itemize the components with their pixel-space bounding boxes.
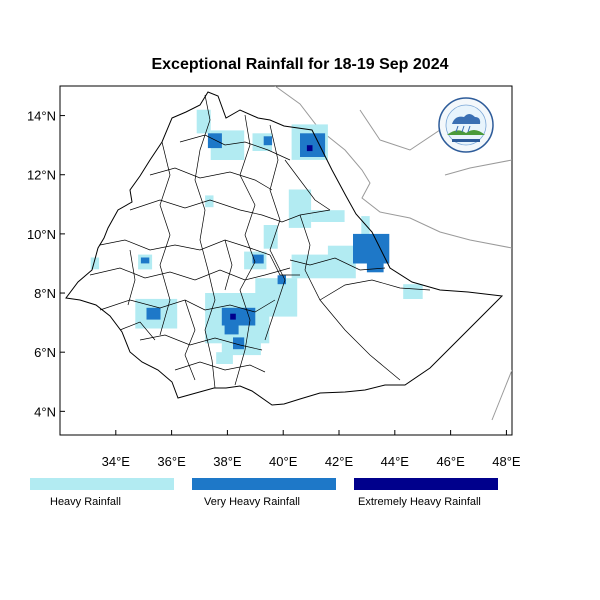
y-tick-label: 4°N bbox=[34, 404, 56, 419]
logo-cloud bbox=[452, 114, 481, 124]
legend-extreme-swatch bbox=[354, 478, 498, 490]
legend-heavy-label: Heavy Rainfall bbox=[50, 496, 121, 508]
x-tick-label: 44°E bbox=[381, 454, 410, 469]
rainfall-area-heavy bbox=[205, 195, 214, 208]
map-title: Exceptional Rainfall for 18-19 Sep 2024 bbox=[151, 56, 449, 73]
rainfall-area-very-heavy bbox=[233, 337, 245, 350]
rainfall-area-heavy bbox=[361, 216, 370, 243]
rainfall-area-very-heavy bbox=[146, 307, 161, 320]
legend-very-heavy-swatch bbox=[192, 478, 336, 490]
x-tick-label: 42°E bbox=[325, 454, 354, 469]
rainfall-area-very-heavy bbox=[277, 275, 286, 285]
gulf-of-aden-coast-line bbox=[444, 159, 512, 176]
x-tick-label: 40°E bbox=[269, 454, 298, 469]
y-tick-label: 8°N bbox=[34, 286, 56, 301]
y-tick-label: 12°N bbox=[27, 168, 56, 183]
rainfall-area-heavy bbox=[263, 225, 278, 249]
legend-extreme-label: Extremely Heavy Rainfall bbox=[358, 496, 481, 508]
rainfall-area-heavy bbox=[216, 352, 233, 364]
admin-boundaries bbox=[89, 94, 431, 389]
rainfall-area-heavy bbox=[311, 210, 345, 222]
rainfall-area-very-heavy bbox=[207, 133, 222, 149]
x-tick-label: 36°E bbox=[157, 454, 186, 469]
agency-logo bbox=[438, 97, 494, 153]
y-tick-label: 10°N bbox=[27, 227, 56, 242]
ethiopia-border bbox=[65, 91, 504, 406]
x-tick-label: 34°E bbox=[102, 454, 131, 469]
rainfall-area-very-heavy bbox=[300, 133, 326, 157]
x-tick-label: 48°E bbox=[492, 454, 521, 469]
somalia-border-line bbox=[491, 369, 512, 421]
legend-very-heavy-label: Very Heavy Rainfall bbox=[204, 496, 300, 508]
rainfall-area-very-heavy bbox=[252, 254, 264, 264]
rainfall-area-very-heavy bbox=[263, 136, 273, 146]
rainfall-area-very-heavy bbox=[140, 257, 150, 264]
rainfall-area-heavy bbox=[90, 257, 100, 270]
y-tick-label: 14°N bbox=[27, 109, 56, 124]
rainfall-area-very-heavy bbox=[221, 307, 256, 326]
rainfall-area-heavy bbox=[403, 284, 423, 299]
y-tick-label: 6°N bbox=[34, 345, 56, 360]
x-tick-label: 46°E bbox=[436, 454, 465, 469]
axes: 34°E 36°E 38°E 40°E 42°E 44°E 46°E 48°E 4°N 6°N 8°… bbox=[27, 109, 521, 469]
rainfall-area-extreme bbox=[306, 145, 313, 152]
rainfall-area-very-heavy bbox=[366, 257, 384, 273]
rainfall-area-extreme bbox=[230, 313, 236, 320]
legend-heavy-swatch bbox=[30, 478, 174, 490]
plot-frame bbox=[59, 85, 513, 436]
rainfall-area-heavy bbox=[288, 189, 312, 228]
rainfall-area-very-heavy bbox=[224, 322, 239, 335]
x-tick-label: 38°E bbox=[213, 454, 242, 469]
rainfall-layer bbox=[90, 109, 423, 364]
